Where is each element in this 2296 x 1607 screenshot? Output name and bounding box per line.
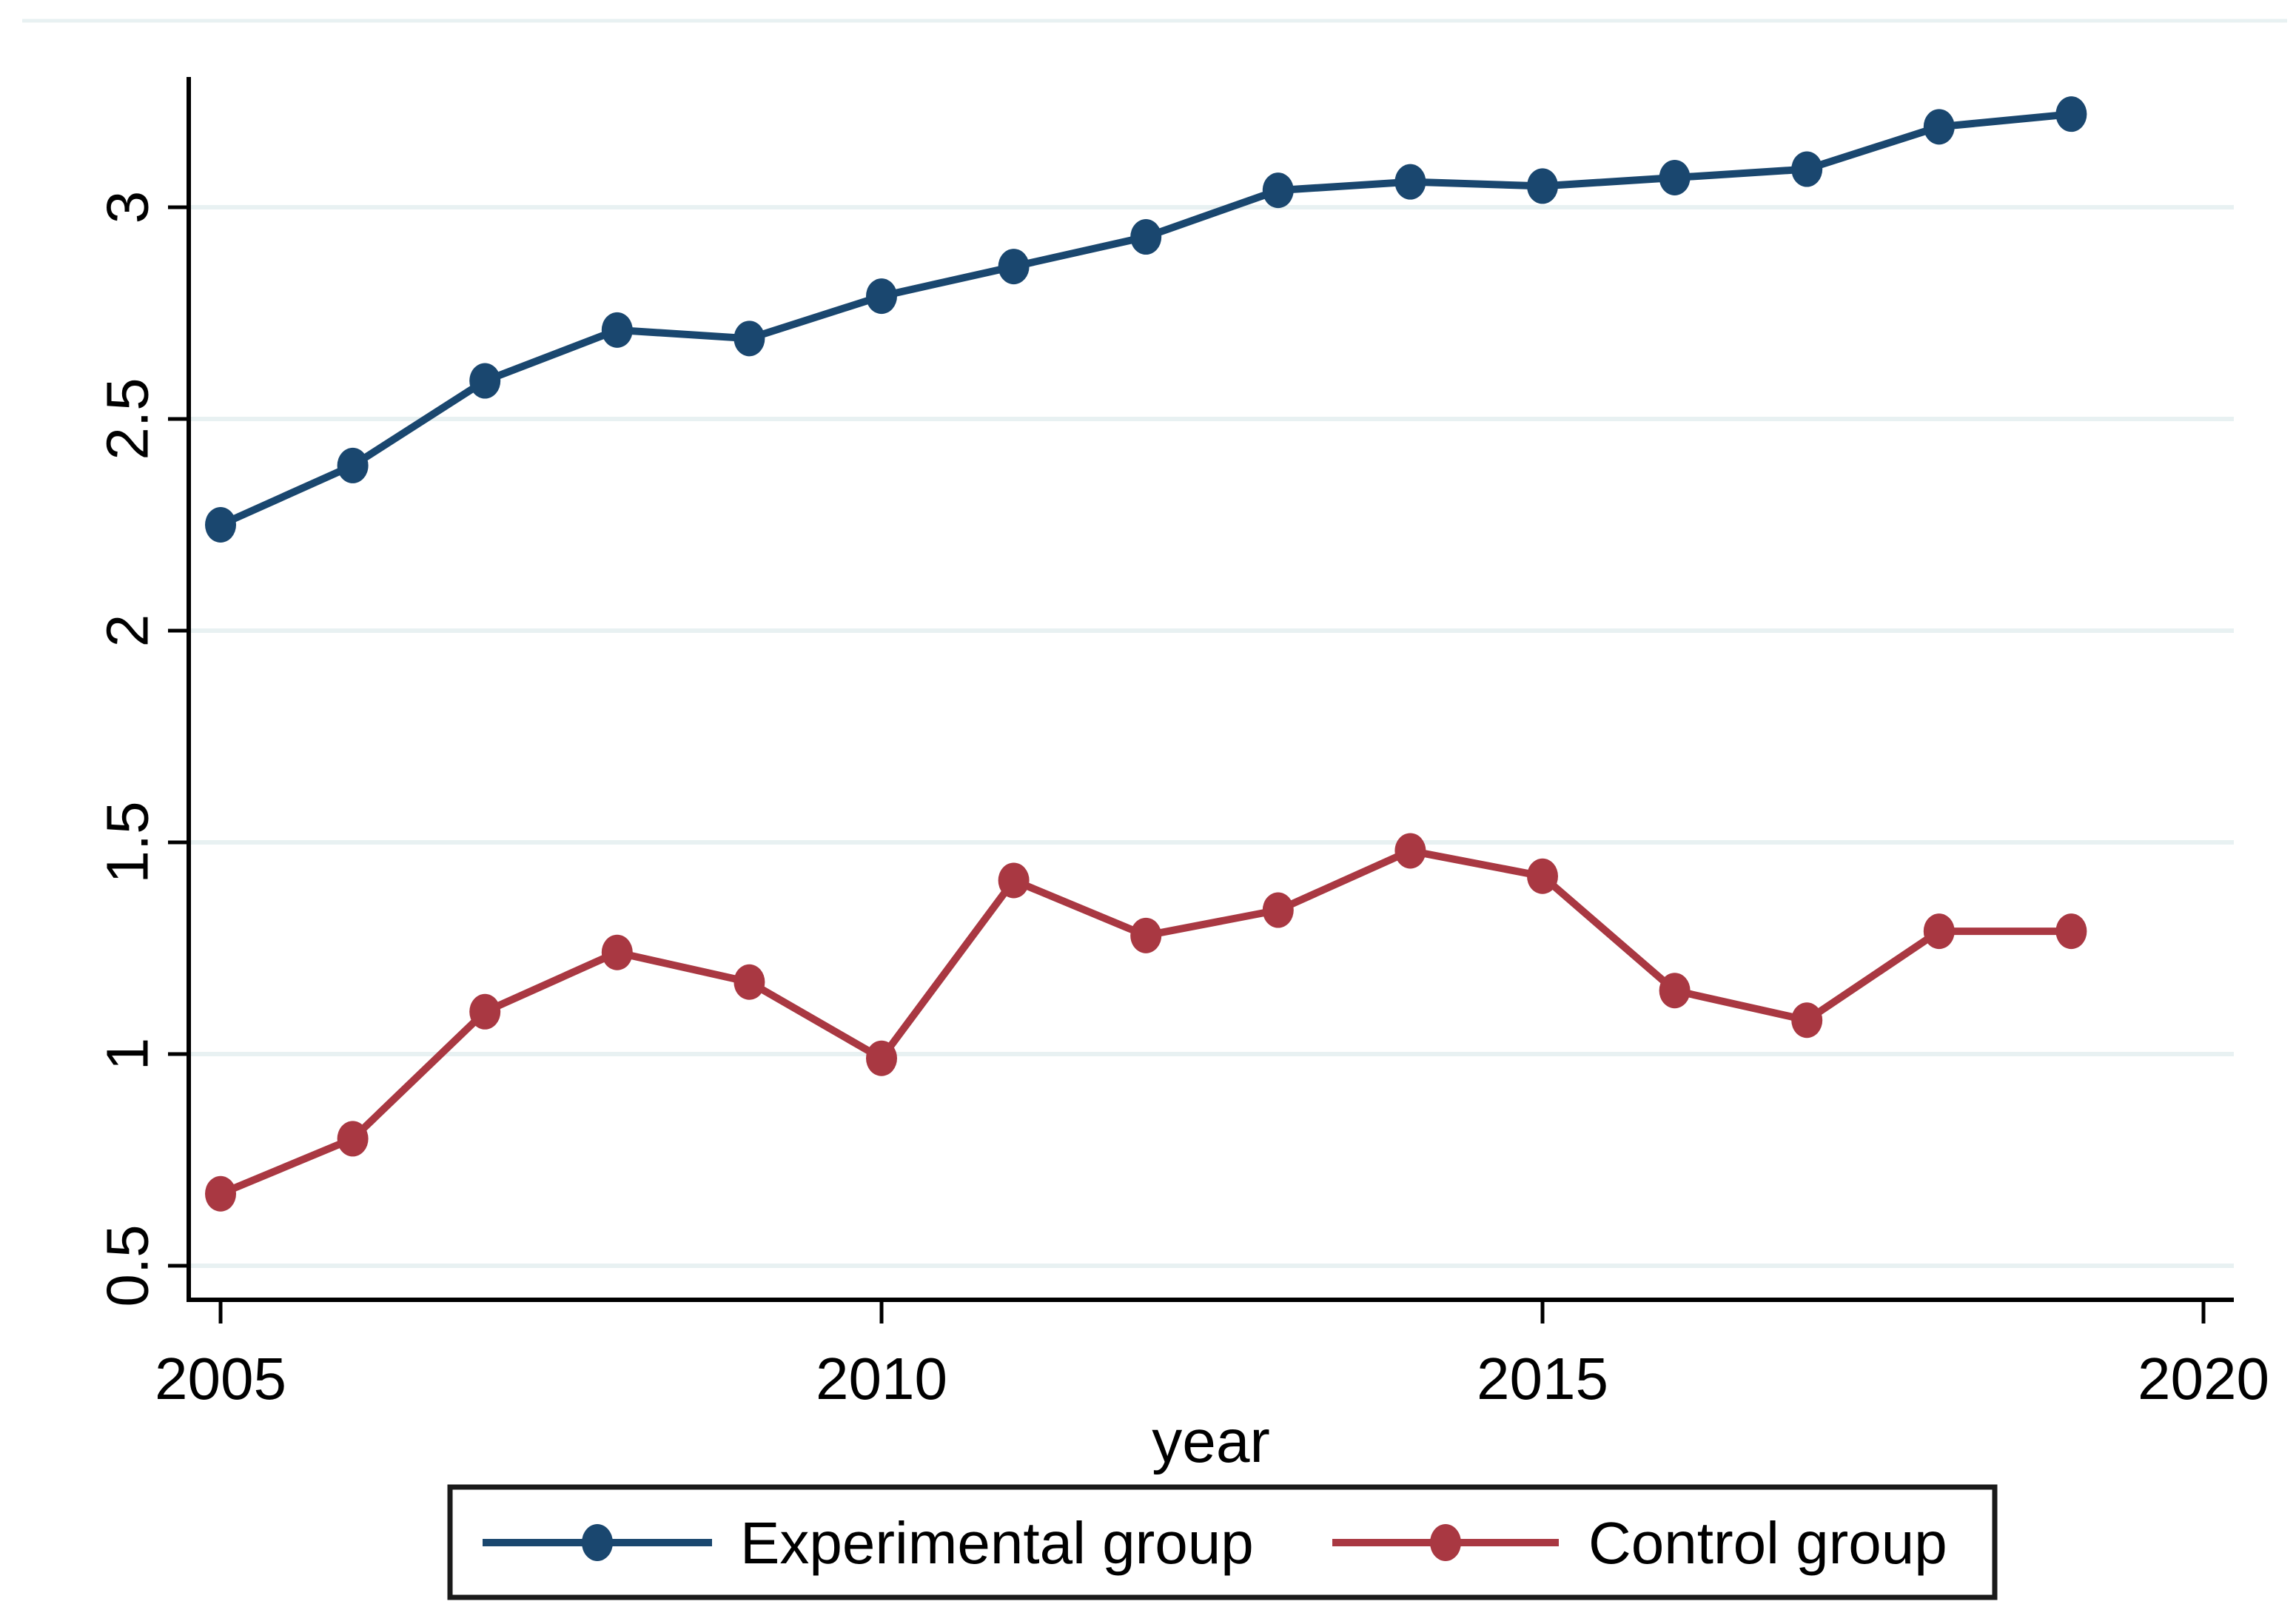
data-point-marker	[1262, 892, 1294, 928]
x-tick-label: 2005	[155, 1346, 286, 1412]
data-point-marker	[469, 363, 501, 399]
data-point-marker	[2055, 96, 2087, 132]
legend-label-control-group: Control group	[1588, 1510, 1947, 1576]
legend: Experimental group Control group	[447, 1484, 1998, 1600]
y-tick-label: 1	[95, 1038, 161, 1071]
data-point-marker	[337, 1121, 369, 1157]
legend-marker-experimental-group	[582, 1524, 613, 1561]
legend-marker-control-group	[1430, 1524, 1461, 1561]
data-point-marker	[1923, 913, 1955, 950]
data-point-marker	[601, 312, 633, 348]
legend-label-experimental-group: Experimental group	[740, 1510, 1254, 1576]
data-point-marker	[205, 507, 236, 543]
data-point-marker	[1527, 858, 1558, 894]
data-point-marker	[1130, 219, 1162, 255]
data-point-marker	[1659, 973, 1691, 1009]
data-point-marker	[734, 321, 765, 357]
data-point-marker	[337, 447, 369, 483]
data-point-marker	[998, 862, 1030, 899]
x-axis-title: year	[1152, 1408, 1270, 1475]
data-point-marker	[1659, 159, 1691, 195]
data-point-marker	[601, 934, 633, 970]
axis-tick-labels: 0.5 1 1.5 2 2.5 3 2005 2010 2015 2020	[95, 191, 2269, 1412]
gridlines	[189, 205, 2234, 1268]
series-experimental-group	[205, 96, 2087, 543]
data-point-marker	[866, 1040, 897, 1076]
data-series-group	[205, 96, 2087, 1212]
series-control-group	[205, 833, 2087, 1212]
data-point-marker	[1527, 168, 1558, 204]
data-point-marker	[866, 278, 897, 315]
y-tick-label: 0.5	[95, 1224, 161, 1306]
data-point-marker	[1791, 1002, 1823, 1039]
y-tick-label: 3	[95, 191, 161, 224]
y-tick-label: 2	[95, 614, 161, 648]
x-tick-label: 2015	[1477, 1346, 1608, 1412]
data-point-marker	[469, 993, 501, 1030]
data-point-marker	[1394, 833, 1426, 869]
data-point-marker	[1923, 109, 1955, 145]
y-tick-label: 2.5	[95, 378, 161, 460]
data-point-marker	[998, 249, 1030, 285]
data-point-marker	[205, 1175, 236, 1212]
data-point-marker	[1130, 917, 1162, 953]
y-tick-label: 1.5	[95, 801, 161, 883]
x-tick-label: 2020	[2138, 1346, 2269, 1412]
axis-ticks	[168, 205, 2206, 1323]
data-point-marker	[734, 964, 765, 1000]
data-point-marker	[1791, 151, 1823, 187]
data-point-marker	[2055, 913, 2087, 950]
data-point-marker	[1394, 164, 1426, 200]
data-point-marker	[1262, 172, 1294, 209]
x-tick-label: 2010	[816, 1346, 947, 1412]
